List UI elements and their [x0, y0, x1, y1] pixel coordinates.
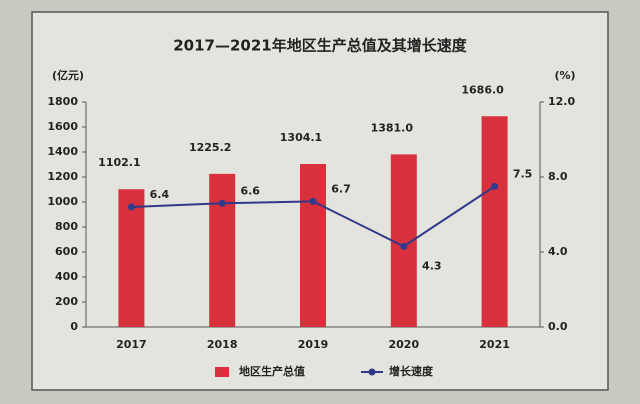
x-tick-label: 2019: [298, 338, 329, 351]
bar-value-label: 1304.1: [280, 131, 322, 144]
bar: [209, 173, 236, 327]
line-marker: [491, 182, 499, 190]
line-value-label: 6.4: [150, 188, 170, 201]
line-marker: [218, 199, 226, 207]
legend-marker: [368, 368, 376, 376]
bar: [300, 163, 326, 327]
line-value-label: 7.5: [513, 167, 533, 180]
y2-tick-label: 4.0: [548, 245, 568, 258]
line-value-label: 4.3: [422, 259, 442, 272]
line-marker: [127, 203, 135, 211]
bar-value-label: 1102.1: [98, 156, 140, 169]
x-tick-label: 2017: [116, 338, 147, 351]
y-axis-label: (亿元): [52, 68, 84, 82]
y2-tick-label: 0.0: [548, 320, 568, 333]
x-tick-label: 2018: [207, 338, 238, 351]
y2-tick-label: 12.0: [548, 95, 575, 108]
chart-title: 2017—2021年地区生产总值及其增长速度: [173, 37, 467, 55]
bar: [118, 189, 145, 327]
line-marker: [400, 242, 408, 250]
legend-swatch: [215, 367, 229, 377]
bar-value-label: 1225.2: [189, 141, 231, 154]
y-tick-label: 1600: [47, 120, 78, 133]
x-tick-label: 2020: [388, 338, 419, 351]
y-tick-label: 400: [55, 270, 78, 283]
y-tick-label: 1800: [47, 95, 78, 108]
y-tick-label: 600: [55, 245, 78, 258]
x-tick-label: 2021: [479, 338, 510, 351]
legend-label: 增长速度: [389, 364, 434, 378]
bar-value-label: 1686.0: [461, 83, 504, 96]
line-marker: [309, 197, 317, 205]
y-tick-label: 200: [55, 295, 78, 308]
y-tick-label: 0: [70, 320, 78, 333]
y-tick-label: 1200: [47, 170, 78, 183]
y2-tick-label: 8.0: [548, 170, 568, 183]
line-value-label: 6.6: [240, 184, 260, 197]
y-tick-label: 800: [55, 220, 78, 233]
legend-label: 地区生产总值: [239, 364, 305, 378]
y-tick-label: 1400: [47, 145, 78, 158]
line-value-label: 6.7: [331, 182, 351, 195]
bar: [481, 116, 508, 327]
y2-axis-label: (%): [554, 69, 575, 82]
y-tick-label: 1000: [47, 195, 78, 208]
bar-value-label: 1381.0: [371, 121, 414, 134]
